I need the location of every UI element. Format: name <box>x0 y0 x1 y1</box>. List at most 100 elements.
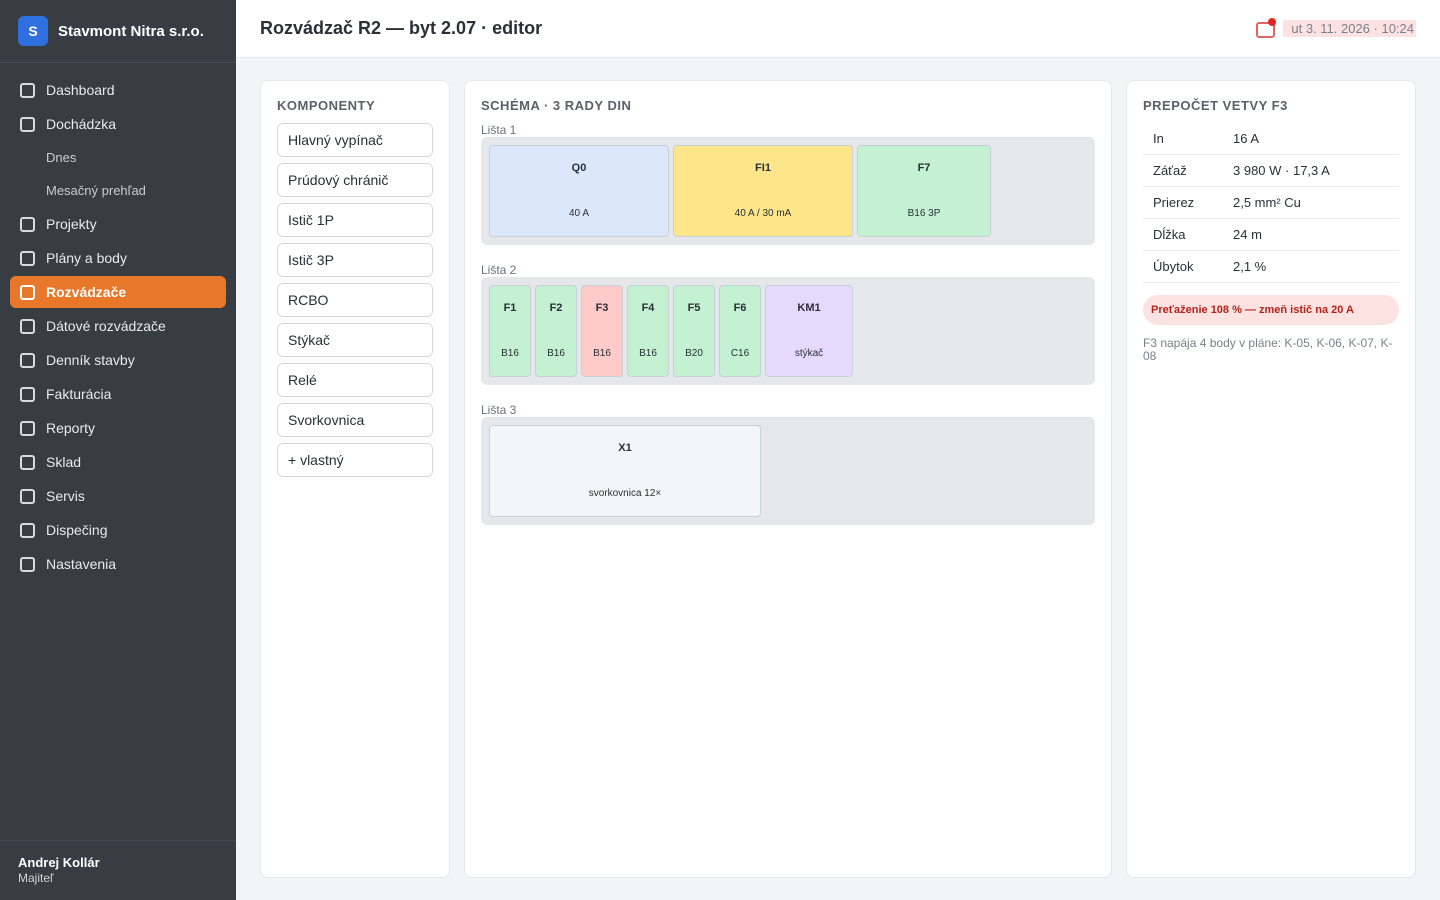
sidebar-item-plany-a-body[interactable]: Plány a body <box>10 242 226 274</box>
checkbox-icon <box>20 352 35 368</box>
sidebar-item-dennik-stavby[interactable]: Denník stavby <box>10 344 226 376</box>
calc-row: Prierez 2,5 mm² Cu <box>1143 187 1399 219</box>
module-f7[interactable]: F7 B16 3P <box>857 145 991 237</box>
calc-value: 16 A <box>1233 131 1260 146</box>
module-f3[interactable]: F3 B16 <box>581 285 623 377</box>
module-name: KM1 <box>797 302 821 314</box>
component-svorkovnica[interactable]: Svorkovnica <box>277 403 433 437</box>
sidebar-nav: Dashboard Dochádzka Dnes Mesačný prehľad… <box>10 74 226 582</box>
component-rcbo[interactable]: RCBO <box>277 283 433 317</box>
module-fi1[interactable]: FI1 40 A / 30 mA <box>673 145 853 237</box>
checkbox-icon <box>20 522 35 538</box>
notification-badge <box>1268 18 1276 26</box>
module-q0[interactable]: Q0 40 A <box>489 145 669 237</box>
sidebar-item-label: Sklad <box>46 454 82 470</box>
component-add-custom-button[interactable]: + vlastný <box>277 443 433 477</box>
sidebar-item-label: Projekty <box>46 216 97 232</box>
module-value: B16 <box>639 348 657 359</box>
sidebar-item-sklad[interactable]: Sklad <box>10 446 226 478</box>
calc-key: In <box>1153 131 1164 146</box>
sidebar-item-nastavenia[interactable]: Nastavenia <box>10 548 226 580</box>
module-value: B16 3P <box>907 208 941 219</box>
user-role: Majiteľ <box>18 871 54 885</box>
component-prudovy-chranic[interactable]: Prúdový chránič <box>277 163 433 197</box>
calc-row: Dĺžka 24 m <box>1143 219 1399 251</box>
rail-label: Lišta 3 <box>481 403 517 417</box>
module-name: Q0 <box>571 162 587 174</box>
schema-title: SCHÉMA · 3 RADY DIN <box>481 98 632 113</box>
components-title: KOMPONENTY <box>277 98 376 113</box>
checkbox-icon <box>20 284 35 300</box>
module-f4[interactable]: F4 B16 <box>627 285 669 377</box>
calc-row: Záťaž 3 980 W · 17,3 A <box>1143 155 1399 187</box>
sidebar-item-servis[interactable]: Servis <box>10 480 226 512</box>
sidebar-item-label: Dochádzka <box>46 116 117 132</box>
calc-key: Záťaž <box>1153 163 1187 178</box>
brand-logo: S <box>18 16 48 46</box>
components-panel: KOMPONENTY Hlavný vypínač Prúdový chráni… <box>260 80 450 878</box>
sidebar-item-reporty[interactable]: Reporty <box>10 412 226 444</box>
header-datetime: ut 3. 11. 2026 · 10:24 <box>1283 20 1416 37</box>
sidebar-item-label: Rozvádzače <box>46 284 127 300</box>
user-name: Andrej Kollár <box>18 855 100 870</box>
component-istic-3p[interactable]: Istič 3P <box>277 243 433 277</box>
sidebar-item-dochadzka[interactable]: Dochádzka <box>10 108 226 140</box>
component-istic-1p[interactable]: Istič 1P <box>277 203 433 237</box>
sidebar-subitem-dnes[interactable]: Dnes <box>46 150 77 165</box>
checkbox-icon <box>20 250 35 266</box>
sidebar-item-dashboard[interactable]: Dashboard <box>10 74 226 106</box>
sidebar: S Stavmont Nitra s.r.o. Dashboard Dochád… <box>0 0 236 900</box>
module-name: F3 <box>595 302 609 314</box>
sidebar-item-datove-rozvadzace[interactable]: Dátové rozvádzače <box>10 310 226 342</box>
checkbox-icon <box>20 82 35 98</box>
sidebar-item-rozvadzace[interactable]: Rozvádzače <box>10 276 226 308</box>
calc-title: PREPOČET VETVY F3 <box>1143 98 1288 113</box>
module-km1[interactable]: KM1 stýkač <box>765 285 853 377</box>
overload-warning: Preťaženie 108 % — zmeň istič na 20 A <box>1143 295 1399 325</box>
user-profile[interactable]: Andrej Kollár Majiteľ <box>0 840 236 900</box>
calc-value: 24 m <box>1233 227 1262 242</box>
module-f6[interactable]: F6 C16 <box>719 285 761 377</box>
sidebar-item-label: Dashboard <box>46 82 115 98</box>
component-rele[interactable]: Relé <box>277 363 433 397</box>
checkbox-icon <box>20 216 35 232</box>
sidebar-item-label: Fakturácia <box>46 386 112 402</box>
module-f5[interactable]: F5 B20 <box>673 285 715 377</box>
module-value: stýkač <box>794 348 824 359</box>
component-hlavny-vypinac[interactable]: Hlavný vypínač <box>277 123 433 157</box>
bell-icon-body <box>1256 22 1275 38</box>
brand-name: Stavmont Nitra s.r.o. <box>58 22 204 40</box>
calc-table: In 16 A Záťaž 3 980 W · 17,3 A Prierez 2,5 … <box>1143 123 1399 283</box>
sidebar-item-label: Plány a body <box>46 250 127 266</box>
schema-panel: SCHÉMA · 3 RADY DIN Lišta 1 Q0 40 A FI1 … <box>464 80 1112 878</box>
brand[interactable]: S Stavmont Nitra s.r.o. <box>0 0 236 63</box>
module-name: F7 <box>917 162 931 174</box>
sidebar-item-label: Dátové rozvádzače <box>46 318 166 334</box>
sidebar-item-label: Nastavenia <box>46 556 117 572</box>
calc-panel: PREPOČET VETVY F3 In 16 A Záťaž 3 980 W · … <box>1126 80 1416 878</box>
component-list: Hlavný vypínač Prúdový chránič Istič 1P … <box>277 123 433 483</box>
module-value: B16 <box>593 348 611 359</box>
module-name: F4 <box>641 302 655 314</box>
module-name: F5 <box>687 302 701 314</box>
calc-key: Prierez <box>1153 195 1195 210</box>
din-rail-2: F1 B16 F2 B16 F3 B16 F4 B16 F5 B20 F6 C1… <box>481 277 1095 385</box>
sidebar-item-fakturacia[interactable]: Fakturácia <box>10 378 226 410</box>
calc-value: 2,1 % <box>1233 259 1267 274</box>
calc-value: 2,5 mm² Cu <box>1233 195 1301 210</box>
module-f1[interactable]: F1 B16 <box>489 285 531 377</box>
sidebar-item-projekty[interactable]: Projekty <box>10 208 226 240</box>
component-stykac[interactable]: Stýkač <box>277 323 433 357</box>
sidebar-subitem-mesacny-prehlad[interactable]: Mesačný prehľad <box>46 183 146 198</box>
checkbox-icon <box>20 420 35 436</box>
module-f2[interactable]: F2 B16 <box>535 285 577 377</box>
module-x1[interactable]: X1 svorkovnica 12× <box>489 425 761 517</box>
checkbox-icon <box>20 386 35 402</box>
sidebar-item-dispecing[interactable]: Dispečing <box>10 514 226 546</box>
calc-key: Dĺžka <box>1153 227 1186 242</box>
module-name: FI1 <box>755 162 771 174</box>
din-rail-1: Q0 40 A FI1 40 A / 30 mA F7 B16 3P <box>481 137 1095 245</box>
bell-icon[interactable] <box>1256 18 1276 38</box>
page-title: Rozvádzač R2 — byt 2.07 · editor <box>260 18 543 38</box>
calc-row: Úbytok 2,1 % <box>1143 251 1399 283</box>
